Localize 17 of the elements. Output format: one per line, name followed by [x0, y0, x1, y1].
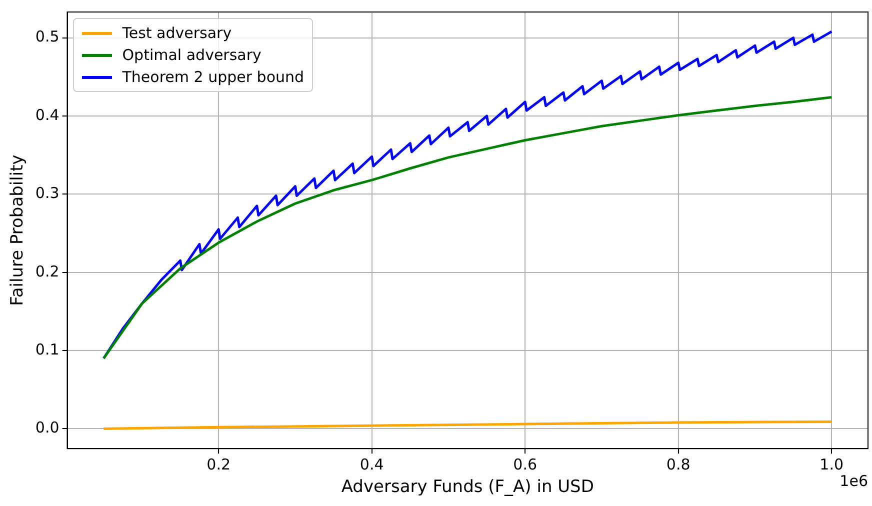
y-tick-label: 0.0 — [35, 418, 60, 437]
legend-label: Test adversary — [122, 24, 232, 42]
legend-label: Theorem 2 upper bound — [122, 68, 304, 86]
y-tick-label: 0.1 — [35, 340, 60, 358]
y-tick-label: 0.4 — [35, 106, 60, 124]
legend-label: Optimal adversary — [122, 46, 262, 64]
x-tick-label: 1.0 — [820, 455, 844, 474]
x-tick-label: 0.2 — [206, 455, 231, 474]
y-axis-title: Failure Probability — [8, 154, 28, 306]
y-tick-label: 0.3 — [35, 184, 60, 202]
x-axis-title: Adversary Funds (F_A) in USD — [341, 477, 594, 498]
x-tick-label: 0.6 — [513, 455, 538, 474]
x-tick-label: 0.4 — [360, 455, 384, 474]
x-tick-label: 0.8 — [666, 455, 690, 474]
y-tick-label: 0.5 — [35, 28, 60, 46]
y-tick-label: 0.2 — [35, 262, 60, 280]
text: 1e6 — [840, 472, 868, 490]
